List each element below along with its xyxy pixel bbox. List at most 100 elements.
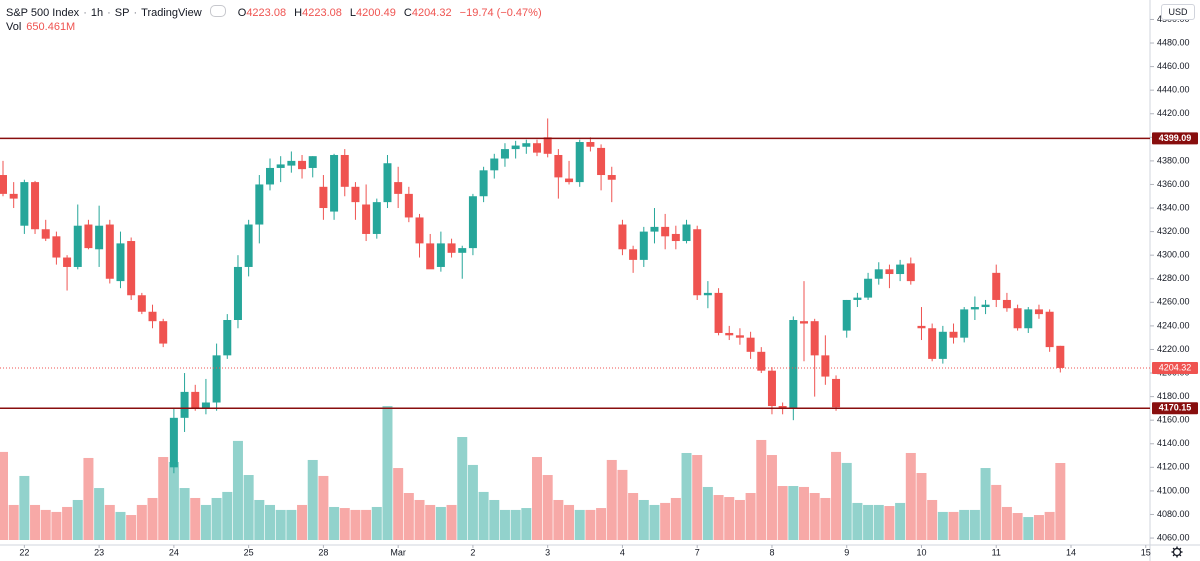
candle-body: [148, 311, 157, 322]
y-tick-label: 4080.00: [1157, 509, 1190, 519]
candle-body: [981, 304, 990, 308]
volume-bar: [211, 497, 222, 540]
candle-body: [565, 178, 574, 183]
candle-body: [938, 331, 947, 359]
volume-bar: [937, 511, 948, 540]
y-tick-label: 4180.00: [1157, 391, 1190, 401]
candle-body: [671, 233, 680, 242]
x-tick-label: 23: [94, 547, 104, 557]
volume-legend: Vol 650.461M: [6, 21, 75, 33]
volume-bar: [542, 475, 553, 540]
volume-bar: [777, 486, 788, 540]
candle-body: [84, 224, 93, 249]
gear-tooth: [1172, 553, 1176, 557]
candle-body: [629, 249, 638, 260]
last-price-label: 4204.32: [1159, 362, 1192, 372]
candle-body: [415, 217, 424, 244]
volume-bar: [168, 461, 179, 540]
candle-body: [800, 321, 808, 324]
volume-bar: [382, 406, 393, 540]
candle-body: [874, 269, 883, 279]
candle-body: [287, 160, 296, 166]
volume-bar: [329, 506, 340, 540]
legend-header: S&P 500 Index · 1h · SP · TradingView O4223.08…: [6, 5, 542, 19]
candle-body: [255, 184, 264, 225]
candle-body: [479, 170, 488, 197]
volume-bar: [617, 469, 628, 540]
candle-body: [650, 226, 659, 232]
x-tick-label: 22: [19, 547, 29, 557]
volume-bar: [820, 497, 831, 540]
candle-body: [618, 224, 627, 250]
volume-bar: [1012, 513, 1023, 540]
candle-body: [639, 231, 648, 260]
x-tick-label: 14: [1066, 547, 1076, 557]
volume-bar: [222, 491, 233, 540]
volume-bar: [297, 504, 308, 540]
volume-bar: [873, 504, 884, 540]
volume-bar: [286, 509, 297, 540]
gear-ring: [1172, 547, 1182, 557]
y-tick-label: 4440.00: [1157, 85, 1190, 95]
volume-bar: [799, 486, 809, 540]
volume-bar: [895, 502, 906, 540]
volume-bar: [19, 475, 30, 540]
y-tick-label: 4360.00: [1157, 179, 1190, 189]
y-tick-label: 4260.00: [1157, 297, 1190, 307]
candle-body: [992, 272, 1001, 300]
candle-body: [928, 328, 937, 359]
candle-body: [223, 319, 232, 356]
candle-body: [714, 292, 723, 333]
candle-body: [490, 158, 499, 171]
volume-bar: [414, 499, 425, 540]
candle-body: [1024, 309, 1033, 329]
volume-bar: [638, 499, 649, 540]
volume-bar: [446, 504, 457, 540]
price-label-bg: [1152, 402, 1198, 415]
candle-body: [1045, 311, 1054, 348]
volume-bar: [339, 508, 350, 540]
volume-bar: [51, 511, 62, 540]
volume-bar: [115, 511, 126, 540]
x-tick-label: 8: [769, 547, 774, 557]
y-tick-label: 4420.00: [1157, 108, 1190, 118]
candle-body: [426, 243, 435, 270]
volume-bar: [158, 457, 169, 540]
currency-button[interactable]: USD: [1161, 4, 1195, 20]
candle-body: [52, 236, 61, 258]
y-tick-label: 4320.00: [1157, 226, 1190, 236]
price-label-bg: [1152, 132, 1198, 145]
volume-bar: [1023, 517, 1034, 540]
ohlc-key: C: [403, 7, 412, 19]
settings-icon[interactable]: [1171, 546, 1183, 558]
ohlc-value: 4204.32: [411, 7, 452, 19]
candle-body: [319, 186, 328, 209]
interval: 1h: [90, 7, 104, 19]
candle-body: [586, 142, 595, 147]
volume-bar: [585, 509, 596, 540]
volume-bar: [232, 440, 243, 540]
candle-body: [31, 182, 40, 230]
x-tick-label: 4: [620, 547, 625, 557]
y-tick-label: 4280.00: [1157, 273, 1190, 283]
candle-body: [725, 332, 734, 336]
volume-bar: [8, 504, 19, 540]
volume-bar: [991, 484, 1002, 540]
volume-bar: [94, 488, 105, 540]
candle-body: [266, 167, 274, 185]
x-tick-label: 2: [470, 547, 475, 557]
y-tick-label: 4480.00: [1157, 37, 1190, 47]
volume-bar: [564, 504, 575, 540]
candle-body: [436, 243, 445, 267]
volume-bar: [200, 504, 211, 540]
x-tick-label: 9: [844, 547, 849, 557]
candle-body: [308, 156, 317, 168]
volume-bar: [927, 499, 938, 540]
volume-bar: [606, 459, 617, 540]
ohlc-key: O: [237, 7, 247, 19]
candle-body: [554, 154, 563, 178]
candle-body: [276, 164, 285, 168]
volume-bar: [147, 497, 158, 540]
candle-body: [810, 321, 819, 356]
